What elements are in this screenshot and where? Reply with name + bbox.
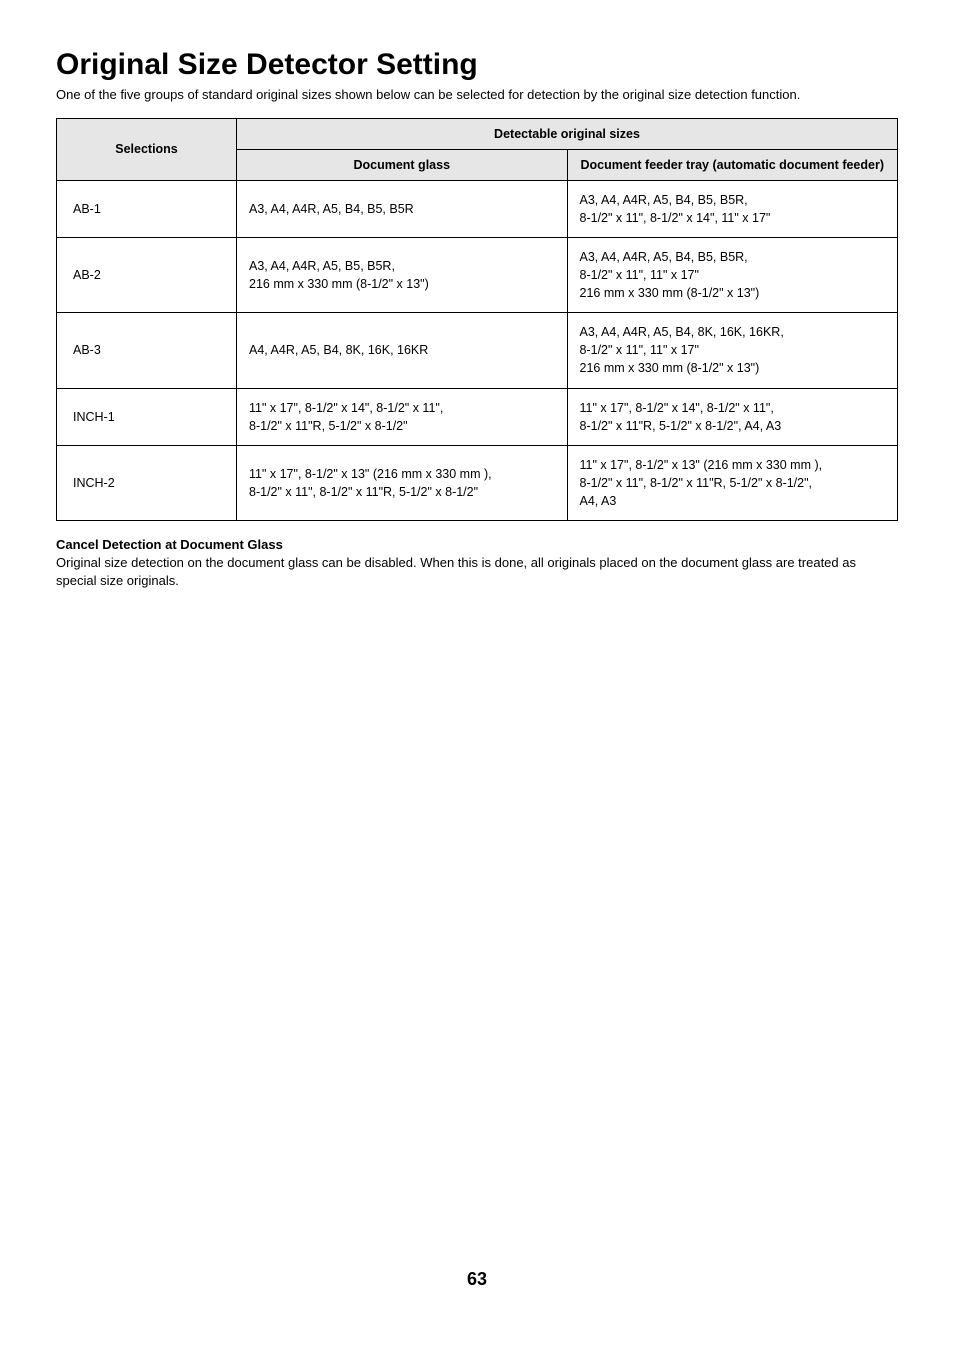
cell-selection: AB-3 (57, 313, 237, 388)
table-header-row-1: Selections Detectable original sizes (57, 118, 898, 149)
page-container: Original Size Detector Setting One of th… (0, 0, 954, 1330)
table-row: AB-2 A3, A4, A4R, A5, B5, B5R, 216 mm x … (57, 237, 898, 312)
size-table: Selections Detectable original sizes Doc… (56, 118, 898, 522)
cell-selection: INCH-2 (57, 445, 237, 520)
header-doc-glass: Document glass (237, 149, 568, 180)
cell-selection: AB-1 (57, 180, 237, 237)
intro-text: One of the five groups of standard origi… (56, 86, 898, 104)
cell-glass: A3, A4, A4R, A5, B4, B5, B5R (237, 180, 568, 237)
subsection-heading: Cancel Detection at Document Glass (56, 537, 898, 552)
table-row: INCH-2 11" x 17", 8-1/2" x 13" (216 mm x… (57, 445, 898, 520)
page-title: Original Size Detector Setting (56, 48, 898, 82)
table-row: AB-1 A3, A4, A4R, A5, B4, B5, B5R A3, A4… (57, 180, 898, 237)
cell-feeder: 11" x 17", 8-1/2" x 13" (216 mm x 330 mm… (567, 445, 898, 520)
cell-selection: INCH-1 (57, 388, 237, 445)
cell-glass: A4, A4R, A5, B4, 8K, 16K, 16KR (237, 313, 568, 388)
header-feeder: Document feeder tray (automatic document… (567, 149, 898, 180)
header-detectable: Detectable original sizes (237, 118, 898, 149)
cell-feeder: A3, A4, A4R, A5, B4, B5, B5R, 8-1/2" x 1… (567, 180, 898, 237)
cell-feeder: A3, A4, A4R, A5, B4, B5, B5R, 8-1/2" x 1… (567, 237, 898, 312)
cell-feeder: 11" x 17", 8-1/2" x 14", 8-1/2" x 11", 8… (567, 388, 898, 445)
header-selections: Selections (57, 118, 237, 180)
cell-glass: A3, A4, A4R, A5, B5, B5R, 216 mm x 330 m… (237, 237, 568, 312)
subsection-text: Original size detection on the document … (56, 554, 898, 589)
page-number: 63 (56, 1269, 898, 1290)
table-row: AB-3 A4, A4R, A5, B4, 8K, 16K, 16KR A3, … (57, 313, 898, 388)
cell-feeder: A3, A4, A4R, A5, B4, 8K, 16K, 16KR, 8-1/… (567, 313, 898, 388)
cell-selection: AB-2 (57, 237, 237, 312)
cell-glass: 11" x 17", 8-1/2" x 13" (216 mm x 330 mm… (237, 445, 568, 520)
cell-glass: 11" x 17", 8-1/2" x 14", 8-1/2" x 11", 8… (237, 388, 568, 445)
table-row: INCH-1 11" x 17", 8-1/2" x 14", 8-1/2" x… (57, 388, 898, 445)
